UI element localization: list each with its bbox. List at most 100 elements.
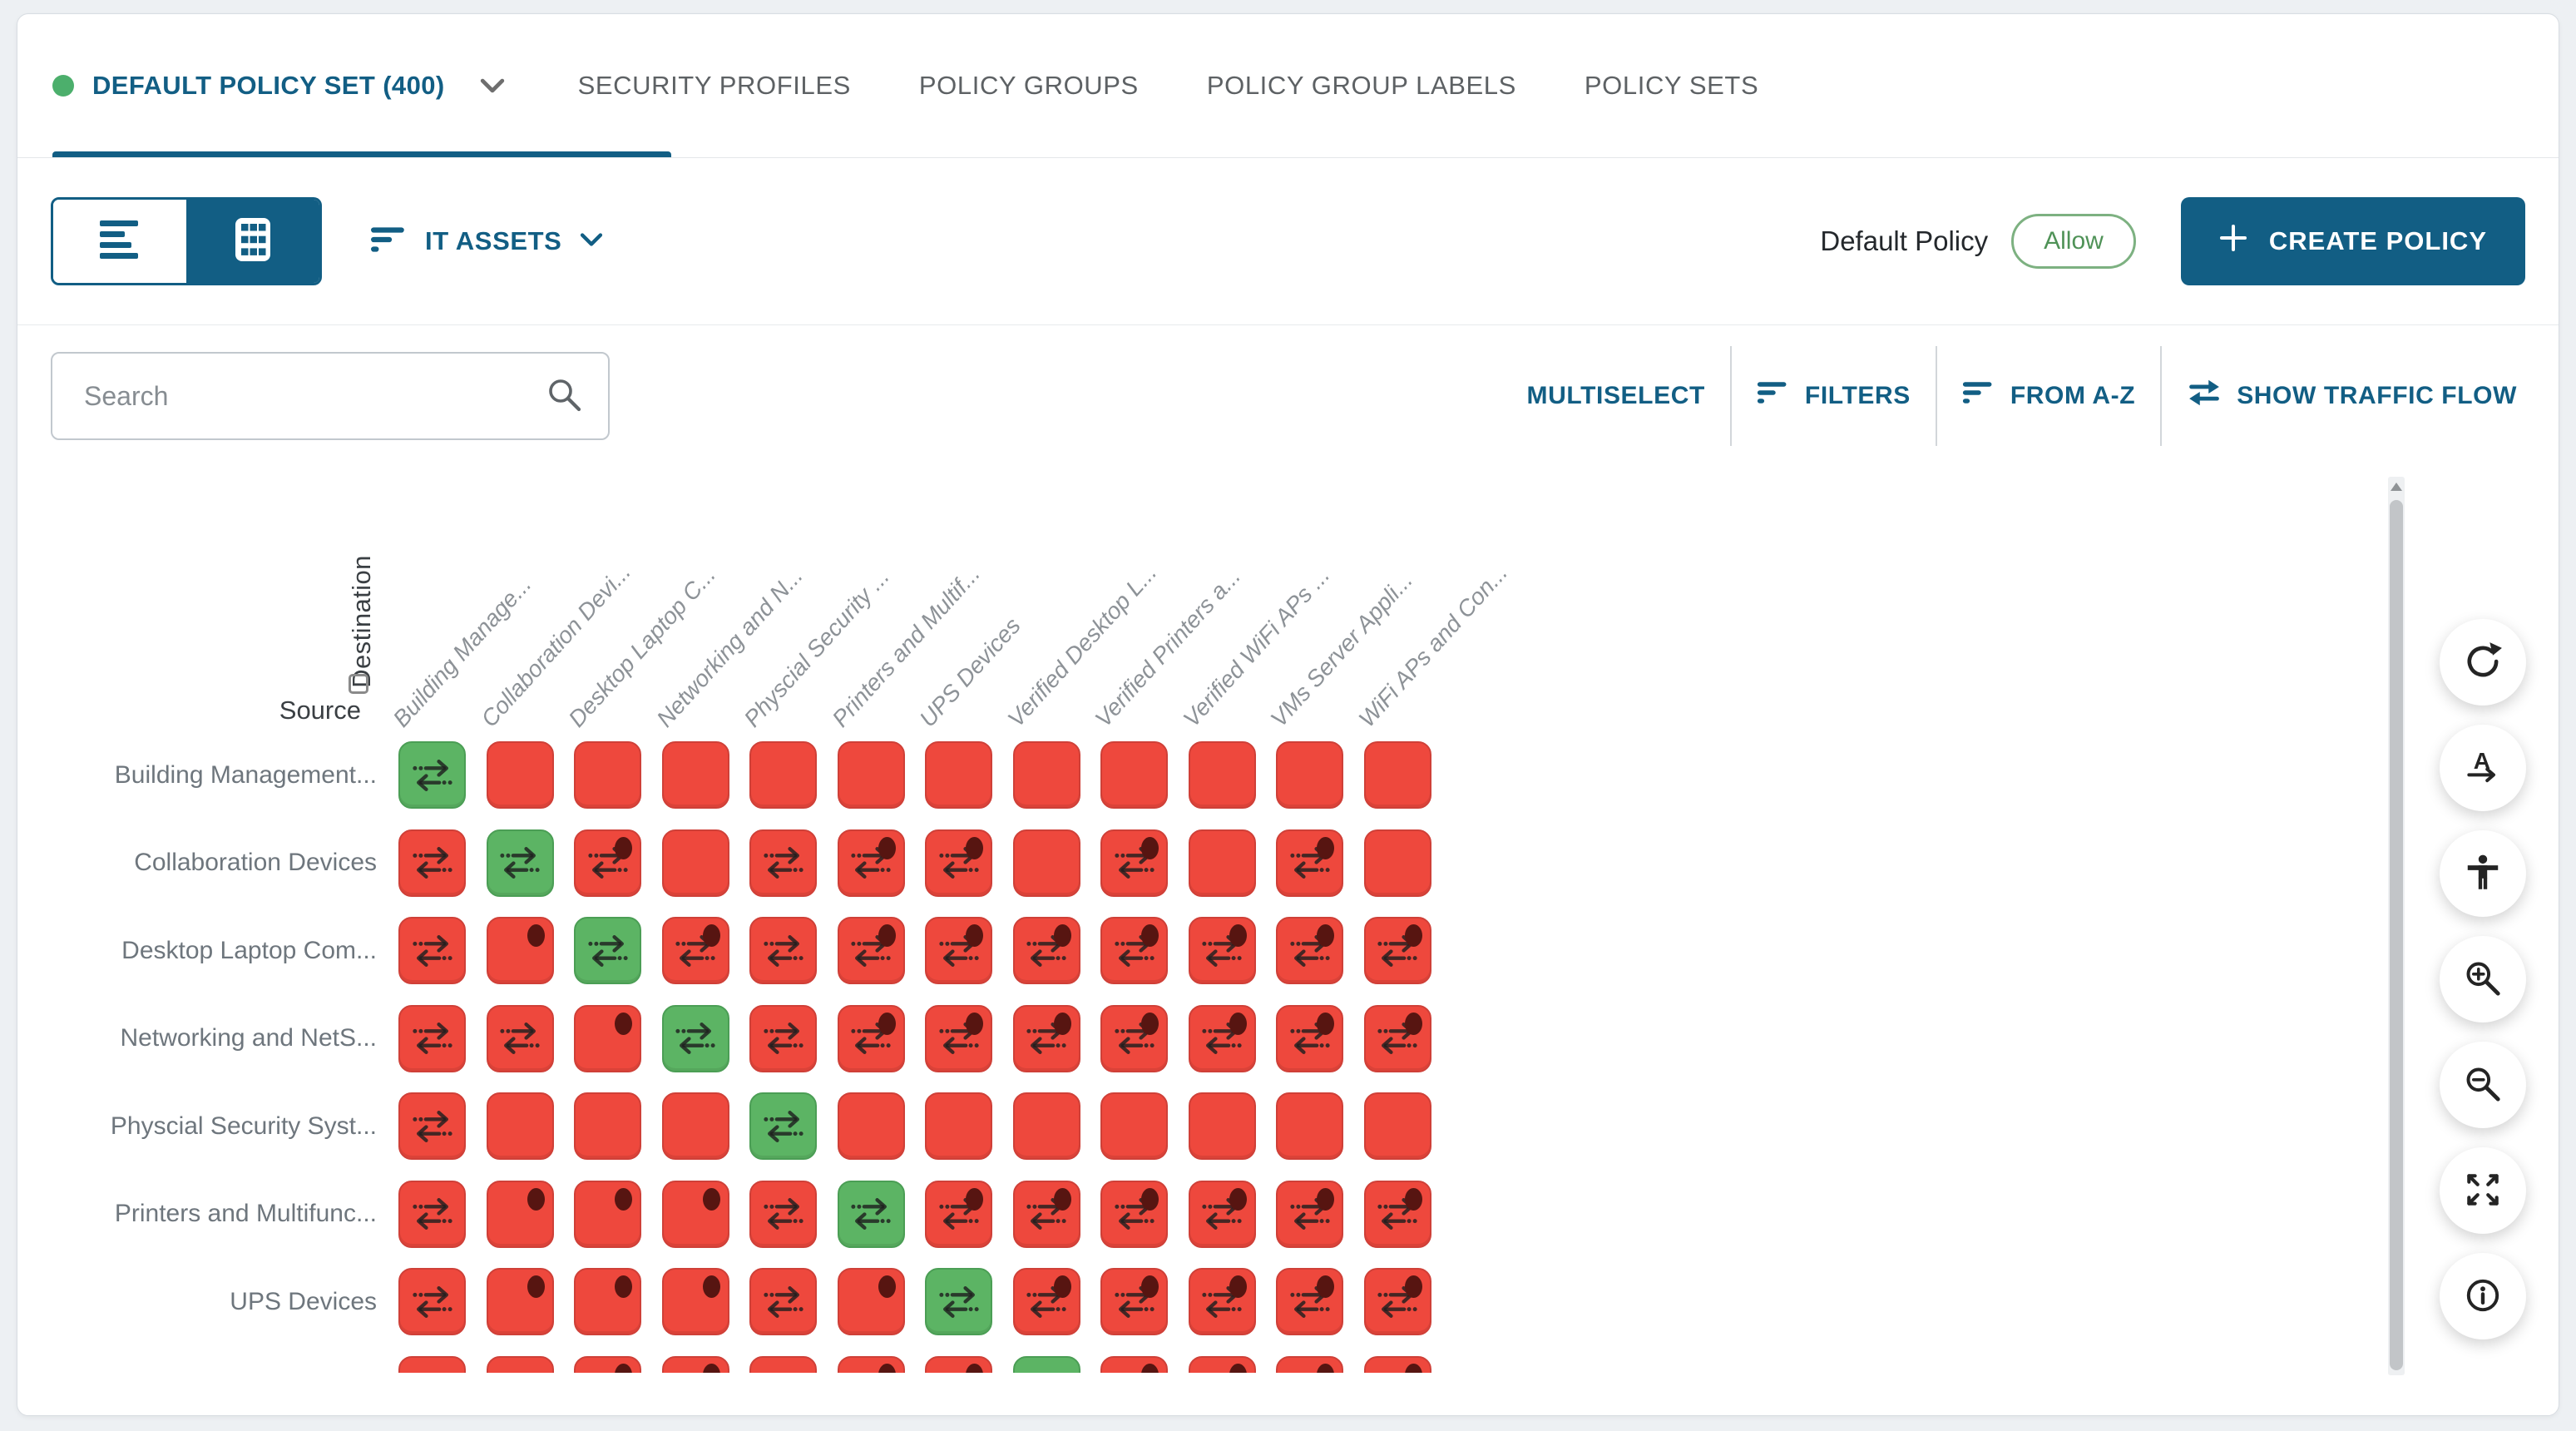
matrix-cell[interactable] xyxy=(1012,1092,1080,1160)
matrix-cell[interactable] xyxy=(1012,1004,1080,1072)
matrix-cell[interactable] xyxy=(486,829,554,897)
matrix-cell[interactable] xyxy=(398,1180,466,1248)
matrix-column-label[interactable]: Desktop Laptop C... xyxy=(563,562,721,732)
matrix-cell[interactable] xyxy=(925,829,992,897)
matrix-cell[interactable] xyxy=(486,1268,554,1335)
matrix-cell[interactable] xyxy=(1276,1180,1343,1248)
matrix-cell[interactable] xyxy=(486,1180,554,1248)
matrix-cell[interactable] xyxy=(749,741,817,809)
matrix-cell[interactable] xyxy=(1188,741,1256,809)
matrix-cell[interactable] xyxy=(1188,829,1256,897)
matrix-cell[interactable] xyxy=(837,741,905,809)
fullscreen-button[interactable] xyxy=(2440,1147,2526,1234)
tab-policy-sets[interactable]: POLICY SETS xyxy=(1584,71,1759,100)
matrix-cell[interactable] xyxy=(1363,1180,1431,1248)
multiselect-button[interactable]: MULTISELECT xyxy=(1527,382,1705,410)
matrix-cell[interactable] xyxy=(749,1355,817,1373)
zoom-in-button[interactable] xyxy=(2440,936,2526,1022)
matrix-cell[interactable] xyxy=(574,1268,641,1335)
matrix-cell[interactable] xyxy=(837,1268,905,1335)
zoom-out-button[interactable] xyxy=(2440,1042,2526,1128)
matrix-cell[interactable] xyxy=(1100,1355,1168,1373)
matrix-cell[interactable] xyxy=(398,1355,466,1373)
matrix-cell[interactable] xyxy=(1363,1268,1431,1335)
tab-security-profiles[interactable]: SECURITY PROFILES xyxy=(577,71,851,100)
matrix-cell[interactable] xyxy=(1276,1355,1343,1373)
matrix-row-label[interactable]: Printers and Multifunc... xyxy=(114,1200,377,1227)
matrix-cell[interactable] xyxy=(1188,1180,1256,1248)
matrix-row-label[interactable]: Desktop Laptop Com... xyxy=(121,936,377,964)
matrix-cell[interactable] xyxy=(1188,1355,1256,1373)
matrix-cell[interactable] xyxy=(749,1004,817,1072)
tab-default-policy-set[interactable]: DEFAULT POLICY SET (400) xyxy=(52,14,507,157)
matrix-cell[interactable] xyxy=(574,917,641,984)
matrix-cell[interactable] xyxy=(398,741,466,809)
matrix-cell[interactable] xyxy=(486,1355,554,1373)
matrix-cell[interactable] xyxy=(749,829,817,897)
matrix-column-label[interactable]: Physcial Security ... xyxy=(739,563,894,732)
matrix-column-label[interactable]: Verified Desktop L... xyxy=(1001,559,1162,732)
matrix-cell[interactable] xyxy=(1012,1180,1080,1248)
matrix-cell[interactable] xyxy=(1188,1004,1256,1072)
matrix-cell[interactable] xyxy=(1188,1268,1256,1335)
matrix-cell[interactable] xyxy=(398,1004,466,1072)
matrix-cell[interactable] xyxy=(1100,741,1168,809)
matrix-cell[interactable] xyxy=(1276,917,1343,984)
matrix-cell[interactable] xyxy=(1363,829,1431,897)
info-button[interactable] xyxy=(2440,1253,2526,1339)
matrix-cell[interactable] xyxy=(925,1092,992,1160)
matrix-cell[interactable] xyxy=(837,917,905,984)
matrix-cell[interactable] xyxy=(1012,1355,1080,1373)
matrix-cell[interactable] xyxy=(1276,1268,1343,1335)
matrix-cell[interactable] xyxy=(1276,1004,1343,1072)
matrix-cell[interactable] xyxy=(398,917,466,984)
matrix-cell[interactable] xyxy=(398,1268,466,1335)
matrix-cell[interactable] xyxy=(925,917,992,984)
scrollbar-thumb[interactable] xyxy=(2390,500,2403,1370)
matrix-column-label[interactable]: Collaboration Devi... xyxy=(475,558,635,732)
matrix-column-label[interactable]: Printers and Multif... xyxy=(826,560,985,732)
matrix-cell[interactable] xyxy=(661,1092,729,1160)
matrix-cell[interactable] xyxy=(661,1355,729,1373)
matrix-cell[interactable] xyxy=(837,829,905,897)
refresh-button[interactable] xyxy=(2440,619,2526,706)
matrix-cell[interactable] xyxy=(661,1180,729,1248)
matrix-cell[interactable] xyxy=(398,1092,466,1160)
matrix-column-label[interactable]: Networking and N... xyxy=(650,562,808,732)
show-traffic-flow-button[interactable]: SHOW TRAFFIC FLOW xyxy=(2187,378,2517,414)
matrix-cell[interactable] xyxy=(661,917,729,984)
matrix-cell[interactable] xyxy=(925,1004,992,1072)
matrix-cell[interactable] xyxy=(925,741,992,809)
matrix-cell[interactable] xyxy=(1188,1092,1256,1160)
matrix-cell[interactable] xyxy=(661,1268,729,1335)
chevron-down-icon[interactable] xyxy=(478,75,507,97)
matrix-cell[interactable] xyxy=(398,829,466,897)
matrix-cell[interactable] xyxy=(486,741,554,809)
matrix-column-label[interactable]: Verified WiFi APs ... xyxy=(1177,562,1335,732)
matrix-cell[interactable] xyxy=(1012,1268,1080,1335)
matrix-cell[interactable] xyxy=(1276,741,1343,809)
create-policy-button[interactable]: CREATE POLICY xyxy=(2180,197,2525,285)
vertical-scrollbar[interactable] xyxy=(2388,477,2405,1375)
matrix-cell[interactable] xyxy=(749,1268,817,1335)
matrix-cell[interactable] xyxy=(1100,1180,1168,1248)
scroll-up-arrow-icon[interactable] xyxy=(2391,483,2402,491)
matrix-cell[interactable] xyxy=(486,1092,554,1160)
matrix-cell[interactable] xyxy=(574,829,641,897)
matrix-row-label[interactable]: Collaboration Devices xyxy=(134,849,377,876)
matrix-cell[interactable] xyxy=(925,1180,992,1248)
matrix-cell[interactable] xyxy=(1100,1004,1168,1072)
matrix-cell[interactable] xyxy=(837,1180,905,1248)
search-input[interactable] xyxy=(84,380,500,412)
matrix-cell[interactable] xyxy=(1363,1355,1431,1373)
filters-button[interactable]: FILTERS xyxy=(1757,379,1911,413)
matrix-cell[interactable] xyxy=(1100,917,1168,984)
matrix-cell[interactable] xyxy=(1100,829,1168,897)
matrix-cell[interactable] xyxy=(837,1092,905,1160)
matrix-cell[interactable] xyxy=(749,1092,817,1160)
matrix-column-label[interactable]: Verified Printers a... xyxy=(1090,562,1246,732)
matrix-cell[interactable] xyxy=(1363,1004,1431,1072)
matrix-cell[interactable] xyxy=(1012,829,1080,897)
list-view-button[interactable] xyxy=(53,200,186,283)
matrix-column-label[interactable]: WiFi APs and Con... xyxy=(1352,559,1512,732)
